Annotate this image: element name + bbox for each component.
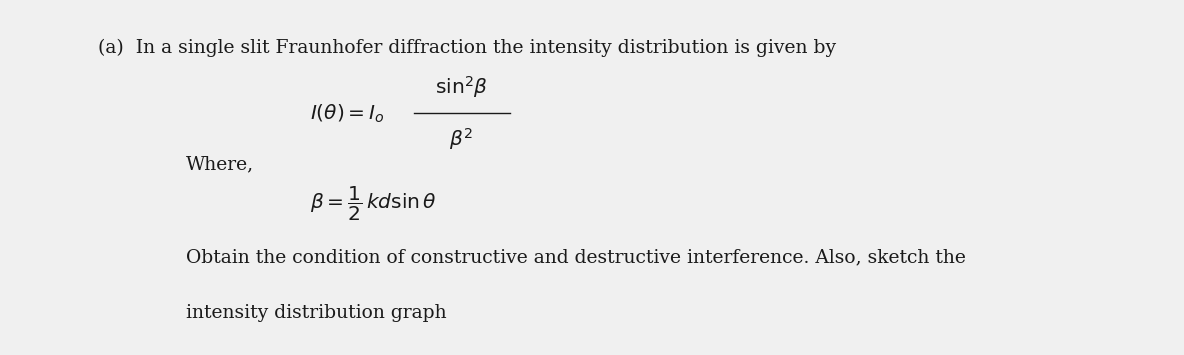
Text: intensity distribution graph: intensity distribution graph: [186, 304, 446, 322]
Text: $I(\theta) = I_o\,$: $I(\theta) = I_o\,$: [310, 102, 385, 125]
Text: $\mathrm{sin}^2 \beta$: $\mathrm{sin}^2 \beta$: [435, 75, 488, 100]
Text: Obtain the condition of constructive and destructive interference. Also, sketch : Obtain the condition of constructive and…: [186, 248, 966, 267]
Text: (a)  In a single slit Fraunhofer diffraction the intensity distribution is given: (a) In a single slit Fraunhofer diffract…: [98, 39, 836, 57]
Text: $\beta^2$: $\beta^2$: [449, 126, 472, 152]
Text: Where,: Where,: [186, 155, 253, 173]
Text: $\beta = \dfrac{1}{2}\,kd\sin\theta$: $\beta = \dfrac{1}{2}\,kd\sin\theta$: [310, 184, 437, 223]
